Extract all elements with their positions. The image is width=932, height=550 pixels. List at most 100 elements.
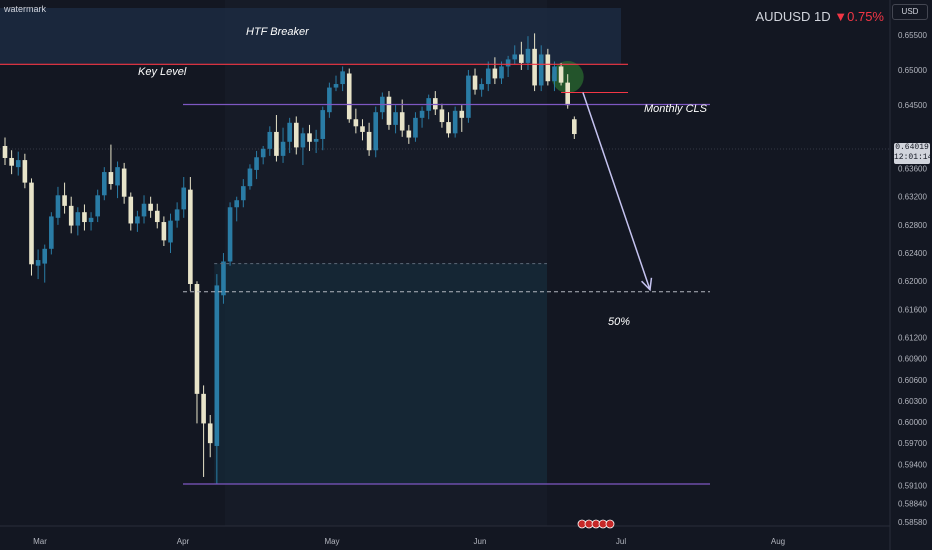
time-tick-label: Jul: [616, 537, 626, 546]
fifty-percent-label[interactable]: 50%: [608, 316, 631, 328]
htf-breaker-zone[interactable]: [0, 8, 621, 65]
candle-body: [267, 131, 273, 149]
candle: [499, 61, 504, 85]
candle: [234, 196, 239, 222]
currency-button[interactable]: USD: [892, 4, 928, 20]
time-tick-label: Aug: [771, 537, 785, 546]
candle-body: [42, 248, 48, 264]
candle-body: [505, 59, 511, 67]
candle-body: [413, 117, 418, 138]
candle-body: [29, 182, 34, 265]
candle-body: [260, 148, 266, 158]
price-tick-label: 0.59700: [898, 439, 927, 448]
candle: [115, 161, 120, 199]
candle-body: [201, 393, 206, 424]
candle-body: [194, 284, 200, 394]
candle-body: [340, 71, 345, 85]
candle-body: [2, 146, 8, 158]
candle-body: [433, 98, 438, 110]
drawing-lines: [0, 63, 710, 485]
candle: [95, 189, 100, 223]
candle-body: [353, 119, 359, 127]
candle: [254, 150, 259, 180]
candle-body: [366, 131, 372, 151]
candle: [168, 213, 173, 254]
candle: [545, 48, 551, 86]
discount-zone[interactable]: [214, 263, 547, 484]
price-change: ▼0.75%: [834, 9, 884, 24]
candle-body: [188, 189, 193, 285]
candle-body: [68, 205, 74, 226]
candle: [552, 61, 557, 92]
candle: [141, 195, 147, 224]
candle: [485, 61, 491, 92]
candle-body: [95, 195, 100, 217]
candle: [49, 212, 54, 255]
candle-body: [128, 196, 134, 224]
candle: [327, 82, 332, 118]
price-tick-label: 0.59100: [898, 481, 927, 490]
candle-body: [313, 138, 319, 142]
candle-body: [102, 172, 107, 196]
candle-body: [472, 75, 478, 90]
candle: [55, 186, 61, 225]
candle: [459, 105, 465, 132]
candle: [333, 75, 339, 92]
candle-body: [88, 217, 94, 223]
candle: [15, 151, 21, 176]
htf-breaker-label[interactable]: HTF Breaker: [246, 26, 309, 38]
candle-body: [373, 112, 379, 151]
candle-body: [439, 109, 445, 123]
candle: [519, 41, 524, 70]
candle-body: [280, 141, 286, 156]
price-tick-label: 0.60300: [898, 397, 927, 406]
candle-body: [512, 54, 518, 60]
candle: [62, 182, 67, 214]
monthly-cls-label[interactable]: Monthly CLS: [644, 103, 707, 115]
candle-body: [161, 222, 167, 241]
price-tick-label: 0.64500: [898, 101, 927, 110]
candle: [479, 78, 484, 97]
price-tick-label: 0.63200: [898, 193, 927, 202]
candle-body: [75, 212, 81, 226]
time-tick-label: Jun: [474, 537, 487, 546]
candle-body: [274, 131, 279, 156]
candle: [148, 196, 153, 218]
candle-body: [227, 207, 233, 262]
candle: [399, 99, 405, 137]
candle-body: [35, 260, 41, 266]
price-tick-label: 0.62800: [898, 221, 927, 230]
candle-body: [22, 160, 28, 183]
time-tick-label: May: [324, 537, 339, 546]
candle: [472, 68, 478, 95]
candle: [188, 176, 193, 292]
candle: [572, 116, 577, 139]
time-tick-label: Mar: [33, 537, 47, 546]
economic-event-flag-icon[interactable]: [605, 519, 615, 529]
candle-body: [446, 122, 451, 134]
candle: [194, 281, 200, 424]
countdown-timer: 12:01:14: [894, 153, 932, 162]
candle: [346, 68, 352, 123]
candle-body: [108, 172, 114, 185]
candle: [227, 202, 233, 266]
time-tick-label: Apr: [177, 537, 190, 546]
candle-body: [485, 68, 491, 85]
candle-body: [168, 220, 173, 243]
candle-body: [115, 167, 120, 186]
candle-body: [346, 73, 352, 120]
candle: [201, 385, 206, 477]
candle-body: [15, 160, 21, 168]
key-level-label[interactable]: Key Level: [138, 66, 187, 78]
candle: [161, 216, 167, 246]
candle: [9, 150, 14, 175]
price-tick-label: 0.60000: [898, 418, 927, 427]
candle: [393, 105, 398, 134]
price-tick-label: 0.58580: [898, 518, 927, 527]
candle-body: [572, 119, 577, 135]
candle-body: [300, 133, 306, 148]
candle-body: [135, 216, 140, 224]
projection-arrow[interactable]: [582, 92, 651, 290]
